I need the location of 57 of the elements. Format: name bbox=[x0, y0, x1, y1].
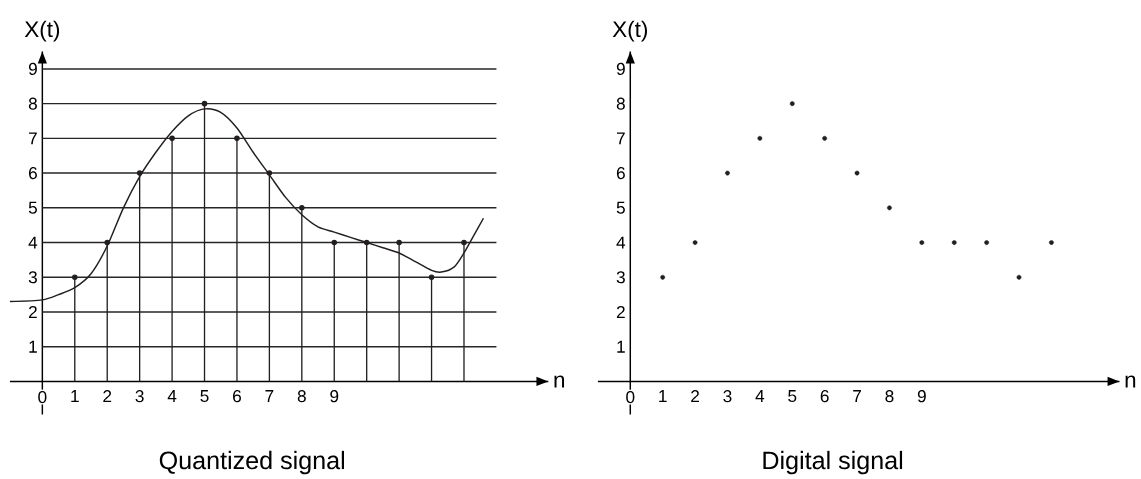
y-tick-label: 7 bbox=[29, 132, 37, 145]
y-tick-label: 2 bbox=[28, 306, 37, 319]
text: Quantized signal bbox=[159, 451, 345, 475]
y-tick-label: 3 bbox=[28, 271, 37, 284]
y-tick-label: 7 bbox=[616, 132, 625, 145]
x-tick-label: 3 bbox=[723, 390, 732, 403]
point bbox=[854, 170, 860, 176]
x-tick-label: 4 bbox=[167, 390, 177, 403]
x-tick-label: 3 bbox=[135, 390, 144, 403]
point bbox=[919, 240, 925, 246]
point bbox=[951, 240, 957, 246]
y-tick-label: 6 bbox=[616, 167, 625, 180]
x-tick-label: 0 bbox=[38, 391, 47, 404]
x-tick-label: 5 bbox=[200, 390, 209, 403]
y-tick-label: 1 bbox=[29, 340, 37, 353]
point bbox=[1016, 275, 1022, 280]
y-tick-label: 1 bbox=[617, 340, 625, 353]
point bbox=[984, 240, 990, 246]
y-tick-label: 8 bbox=[616, 97, 625, 110]
x-tick-label: 2 bbox=[103, 390, 112, 403]
point bbox=[692, 240, 698, 246]
text: Digital signal bbox=[763, 451, 903, 475]
x-tick-label: 2 bbox=[691, 390, 699, 403]
x-tick-label: 8 bbox=[885, 390, 894, 403]
x-tick-label: 1 bbox=[71, 390, 79, 403]
y-tick-label: 2 bbox=[616, 306, 625, 319]
x-tick-label: 1 bbox=[659, 390, 667, 403]
point bbox=[822, 136, 828, 141]
x-tick-label: 4 bbox=[755, 390, 765, 403]
point bbox=[660, 275, 666, 280]
point bbox=[789, 101, 795, 107]
y-tick-label: 9 bbox=[616, 62, 625, 76]
y-axis-title: X(t) bbox=[24, 20, 60, 42]
y-tick-label: 3 bbox=[616, 271, 625, 284]
x-axis-title: n bbox=[554, 375, 565, 388]
y-tick-label: 4 bbox=[28, 236, 38, 249]
y-tick-label: 9 bbox=[28, 62, 37, 76]
y-tick-label: 6 bbox=[28, 167, 37, 180]
point bbox=[725, 170, 730, 176]
point bbox=[887, 205, 892, 211]
point bbox=[757, 136, 763, 141]
y-tick-label: 5 bbox=[28, 201, 37, 214]
x-tick-label: 9 bbox=[330, 390, 339, 403]
y-tick-label: 5 bbox=[616, 201, 625, 214]
point bbox=[1049, 240, 1054, 246]
x-tick-label: 0 bbox=[626, 391, 635, 404]
x-tick-label: 5 bbox=[788, 390, 797, 403]
y-tick-label: 4 bbox=[616, 236, 626, 249]
x-tick-label: 9 bbox=[917, 390, 926, 403]
x-tick-label: 8 bbox=[297, 390, 306, 403]
x-tick-label: 7 bbox=[853, 390, 861, 403]
x-tick-label: 7 bbox=[265, 390, 274, 403]
x-tick-label: 6 bbox=[820, 390, 829, 403]
y-tick-label: 8 bbox=[28, 97, 37, 110]
x-tick-label: 6 bbox=[233, 390, 241, 403]
y-axis-title: X(t) bbox=[612, 20, 647, 42]
x-axis-title: n bbox=[1125, 375, 1136, 388]
